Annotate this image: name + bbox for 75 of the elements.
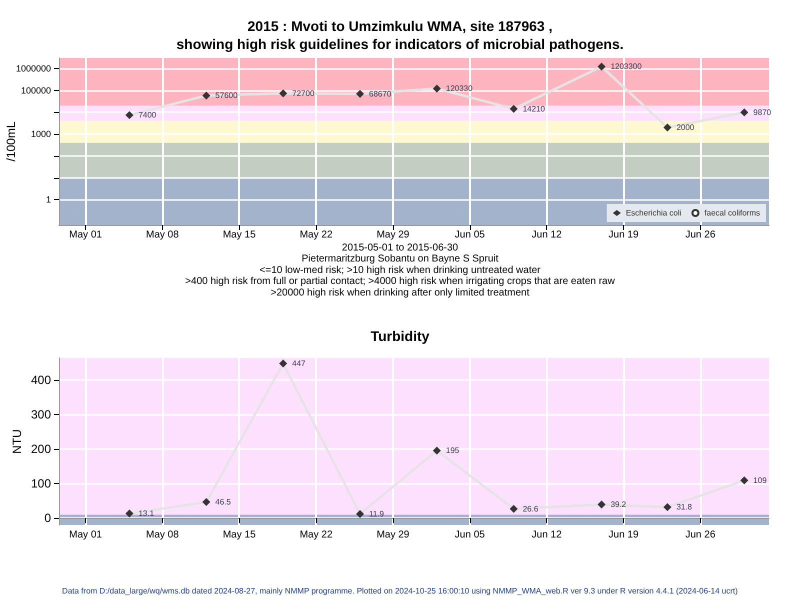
data-label: 31.8 bbox=[676, 502, 693, 512]
x-tick-label: Jun 12 bbox=[532, 530, 562, 540]
point bbox=[202, 498, 210, 506]
x-tick-label: May 08 bbox=[146, 530, 180, 540]
data-label: 11.9 bbox=[369, 509, 385, 518]
point bbox=[510, 504, 518, 513]
data-label: 46.5 bbox=[215, 498, 232, 507]
y-axis-title: NTU bbox=[10, 429, 24, 454]
x-tick-label: Jun 26 bbox=[685, 530, 716, 540]
y-tick-label: 1 bbox=[46, 194, 51, 205]
chart-title: 2015 : Mvoti to Umzimkulu WMA, site 187963 , showing high risk guidelines for indicators of microbial pathogens. bbox=[176, 18, 624, 52]
text: Pietermaritzburg Sobantu on Bayne S Spruit bbox=[302, 254, 499, 265]
data-label: 68670 bbox=[369, 89, 392, 98]
legend-label: faecal coliforms bbox=[704, 208, 760, 218]
x-axis-title: 2015-05-01 to 2015-06-30 bbox=[342, 242, 459, 254]
point bbox=[356, 90, 364, 98]
y-tick-label: 100 bbox=[30, 476, 52, 491]
x-tick-label: May 29 bbox=[376, 230, 410, 240]
chart-title: Turbidity bbox=[370, 328, 430, 344]
point bbox=[598, 62, 606, 71]
text: >400 high risk from full or partial contact; >4000 high risk when irrigating crops that are eaten raw bbox=[185, 276, 616, 288]
x-tick-label: Jun 12 bbox=[532, 230, 562, 240]
point bbox=[432, 446, 441, 455]
data-label: 109 bbox=[753, 476, 768, 485]
x-tick-label: May 15 bbox=[222, 530, 256, 540]
x-tick-label: May 22 bbox=[300, 230, 333, 240]
point bbox=[740, 476, 748, 484]
y-tick-label: 100000 bbox=[20, 85, 51, 96]
text: <=10 low-med risk; >10 high risk when drinking untreated water bbox=[260, 264, 542, 276]
data-label: 9870 bbox=[753, 108, 772, 117]
data-label: 13.1 bbox=[138, 509, 155, 518]
text: Data from D:/data_large/wq/wms.db dated 2024-08-27, mainly NMMP programme. Plotted on 2024-10-25 16:00:10 using NMMP_WMA_web.R ver 9.3 under R version 4.4.1 (2024-06-14 ucrt) bbox=[62, 586, 738, 596]
data-label: 57600 bbox=[215, 91, 238, 100]
point bbox=[125, 510, 134, 518]
data-label: 7400 bbox=[138, 110, 157, 120]
x-tick-label: May 29 bbox=[376, 530, 410, 540]
point bbox=[740, 108, 748, 116]
y-tick-label: 1000 bbox=[30, 129, 51, 140]
point bbox=[510, 104, 518, 113]
x-tick-label: May 01 bbox=[69, 530, 102, 540]
x-tick-label: Jun 19 bbox=[608, 530, 639, 540]
legend-label: Escherichia coli bbox=[626, 208, 682, 218]
data-label: 1203300 bbox=[610, 62, 642, 72]
data-label: 2000 bbox=[676, 123, 695, 132]
data-label: 39.2 bbox=[610, 500, 627, 510]
x-tick-label: May 01 bbox=[69, 230, 102, 240]
x-tick-label: May 22 bbox=[300, 530, 333, 540]
point bbox=[356, 510, 364, 518]
x-tick-label: Jun 05 bbox=[454, 530, 486, 540]
data-label: 120330 bbox=[446, 84, 474, 94]
y-tick-label: 1000000 bbox=[16, 63, 51, 74]
text: >20000 high risk when drinking after only limited treatment bbox=[270, 287, 530, 298]
y-tick-label: 400 bbox=[30, 372, 52, 387]
y-axis-title: /100mL bbox=[4, 121, 18, 162]
data-label: 447 bbox=[292, 359, 306, 368]
point bbox=[663, 124, 672, 132]
x-tick-label: Jun 26 bbox=[685, 230, 716, 240]
data-label: 72700 bbox=[292, 88, 315, 98]
x-tick-label: Jun 05 bbox=[454, 230, 486, 240]
point bbox=[663, 503, 672, 512]
x-tick-label: Jun 19 bbox=[608, 230, 639, 240]
point bbox=[598, 500, 606, 509]
x-tick-label: May 08 bbox=[146, 230, 180, 240]
point bbox=[125, 111, 134, 120]
data-label: 26.6 bbox=[522, 504, 539, 514]
data-label: 14210 bbox=[522, 104, 546, 114]
data-label: 195 bbox=[446, 446, 460, 456]
y-tick-label: 300 bbox=[30, 407, 52, 422]
point bbox=[279, 89, 288, 98]
point bbox=[279, 360, 288, 368]
point bbox=[432, 84, 441, 93]
y-tick-label: 200 bbox=[30, 442, 52, 456]
point bbox=[202, 92, 210, 100]
y-tick-label: 0 bbox=[44, 511, 52, 526]
x-tick-label: May 15 bbox=[222, 230, 256, 240]
